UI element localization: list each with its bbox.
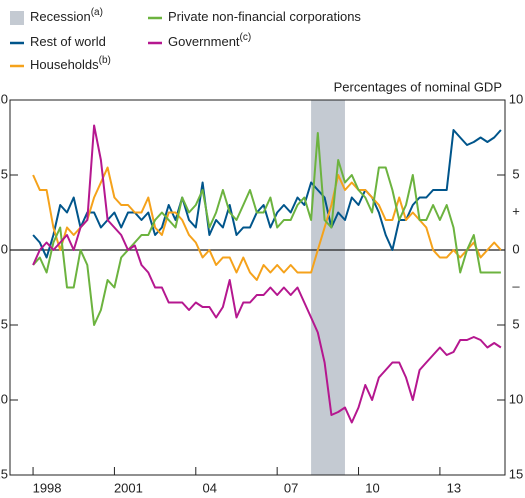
legend-label: Households(b) — [30, 55, 111, 72]
legend-name: Households — [30, 57, 99, 72]
x-tick-label: 04 — [203, 480, 217, 495]
y-tick-label: 10 — [509, 91, 523, 106]
legend-name: Rest of world — [30, 34, 106, 49]
x-tick-label: 07 — [284, 480, 298, 495]
sign-label: – — [512, 278, 520, 293]
unit-label: Percentages of nominal GDP — [334, 79, 502, 94]
legend-label: Rest of world — [30, 34, 106, 49]
legend-label: Recession(a) — [30, 7, 103, 24]
series-line — [32, 132, 501, 326]
x-tick-label: 2001 — [114, 480, 143, 495]
legend-footnote: (c) — [240, 32, 252, 43]
legend-label: Private non-financial corporations — [168, 9, 361, 24]
y-tick-label-left: 5 — [1, 166, 8, 181]
x-tick-label: 10 — [365, 480, 379, 495]
series-line — [32, 124, 502, 424]
legend-name: Government — [168, 34, 240, 49]
legend-label: Government(c) — [168, 32, 251, 49]
y-tick-label-left: 0 — [1, 241, 8, 256]
series-line — [32, 166, 502, 281]
legend-name: Private non-financial corporations — [168, 9, 361, 24]
y-tick-label: 10 — [509, 391, 523, 406]
y-tick-label: 5 — [512, 316, 519, 331]
y-tick-label-left: 15 — [0, 466, 8, 481]
legend-footnote: (b) — [99, 55, 111, 66]
y-tick-label: 5 — [512, 166, 519, 181]
y-tick-label-left: 10 — [0, 91, 8, 106]
legend-footnote: (a) — [91, 7, 103, 18]
plot-frame — [9, 99, 506, 476]
y-tick-label: 15 — [509, 466, 523, 481]
x-tick-label: 13 — [447, 480, 461, 495]
y-tick-label: 0 — [512, 241, 519, 256]
series-line — [32, 129, 502, 259]
y-tick-label-left: 5 — [1, 316, 8, 331]
y-tick-label-left: 10 — [0, 391, 8, 406]
legend-name: Recession — [30, 9, 91, 24]
legend-swatch — [10, 11, 24, 25]
x-tick-label: 1998 — [33, 480, 62, 495]
sign-label: + — [512, 203, 520, 218]
